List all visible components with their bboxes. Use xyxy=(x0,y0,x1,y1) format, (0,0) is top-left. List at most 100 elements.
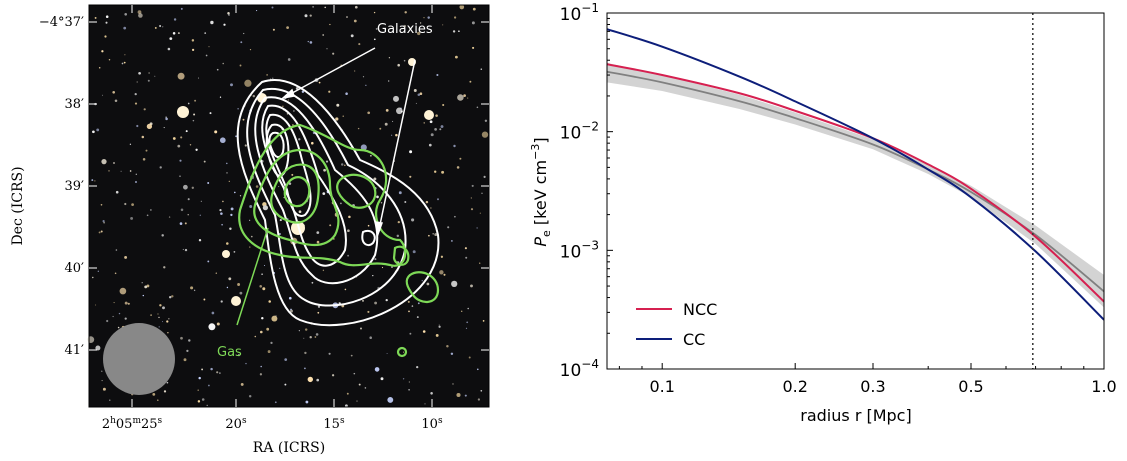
star xyxy=(481,192,483,195)
star xyxy=(467,307,469,310)
star xyxy=(325,160,329,163)
star xyxy=(252,94,256,98)
star xyxy=(470,284,473,288)
star xyxy=(205,54,208,57)
star xyxy=(259,285,262,288)
star xyxy=(409,175,412,178)
cc-profile-line xyxy=(607,28,1104,321)
star xyxy=(137,10,142,14)
star xyxy=(219,209,222,212)
star xyxy=(207,182,210,184)
star xyxy=(437,198,439,201)
star xyxy=(472,46,475,49)
star xyxy=(335,117,339,121)
star xyxy=(237,107,239,110)
star xyxy=(147,79,150,82)
star xyxy=(443,273,446,276)
star xyxy=(226,162,228,165)
star xyxy=(332,52,335,55)
star xyxy=(134,102,138,105)
star xyxy=(393,95,399,102)
star xyxy=(402,351,405,353)
star xyxy=(188,339,191,342)
star xyxy=(419,92,423,95)
gas-contour-8 xyxy=(396,346,408,358)
star xyxy=(211,311,215,315)
star xyxy=(240,41,243,44)
star xyxy=(167,332,169,334)
star xyxy=(403,59,406,62)
star xyxy=(106,319,109,323)
star xyxy=(141,135,145,139)
star xyxy=(228,14,230,16)
galaxies-arrowhead-1 xyxy=(280,88,295,100)
star xyxy=(101,158,107,165)
star xyxy=(311,141,314,145)
left-panel: Galaxies Gas −4°37′ 38′ 39′ 40′ 41′ 2h05… xyxy=(10,4,490,456)
star xyxy=(108,170,110,172)
star xyxy=(215,272,218,274)
star xyxy=(239,64,242,67)
star xyxy=(483,175,486,178)
star xyxy=(123,26,127,30)
star xyxy=(182,248,184,250)
star xyxy=(129,170,132,172)
star xyxy=(220,212,223,215)
gas-contour-3 xyxy=(270,163,320,224)
star xyxy=(208,384,210,387)
star xyxy=(390,134,393,136)
star xyxy=(219,137,226,144)
star xyxy=(180,7,183,10)
star xyxy=(417,302,420,305)
star xyxy=(195,148,198,151)
star xyxy=(272,77,274,79)
ra-tick-label: 15s xyxy=(323,416,345,432)
star xyxy=(216,322,220,326)
star xyxy=(186,349,189,353)
star xyxy=(370,154,372,157)
star xyxy=(161,234,164,237)
star xyxy=(240,382,244,386)
star xyxy=(291,173,294,176)
star xyxy=(192,119,195,122)
star xyxy=(430,392,433,395)
star xyxy=(459,157,462,160)
star xyxy=(292,124,294,126)
star xyxy=(230,207,234,211)
star xyxy=(373,11,376,14)
star xyxy=(187,198,190,201)
star xyxy=(290,309,293,313)
star xyxy=(412,250,416,254)
star xyxy=(249,246,251,248)
star xyxy=(360,144,367,151)
star xyxy=(367,310,370,313)
star xyxy=(466,321,469,324)
plot-frame xyxy=(606,12,1105,370)
star xyxy=(209,112,212,115)
star xyxy=(417,93,421,96)
star xyxy=(303,337,305,339)
star xyxy=(347,229,350,233)
star xyxy=(237,283,241,286)
star xyxy=(267,350,271,354)
star xyxy=(245,362,247,365)
star xyxy=(183,184,188,190)
star xyxy=(118,312,121,315)
star xyxy=(230,213,233,217)
star xyxy=(408,381,410,383)
ra-tick-label: 2h05m25s xyxy=(102,416,163,432)
star xyxy=(105,21,108,24)
star xyxy=(222,200,224,203)
star xyxy=(204,32,207,34)
minor-ticks xyxy=(607,17,1085,369)
star xyxy=(187,102,190,105)
star xyxy=(226,286,229,289)
star xyxy=(193,289,196,292)
star xyxy=(96,128,100,132)
star xyxy=(318,81,321,84)
star xyxy=(237,354,240,357)
star xyxy=(135,181,137,183)
star xyxy=(381,266,384,269)
star xyxy=(165,116,167,118)
star xyxy=(115,190,119,194)
